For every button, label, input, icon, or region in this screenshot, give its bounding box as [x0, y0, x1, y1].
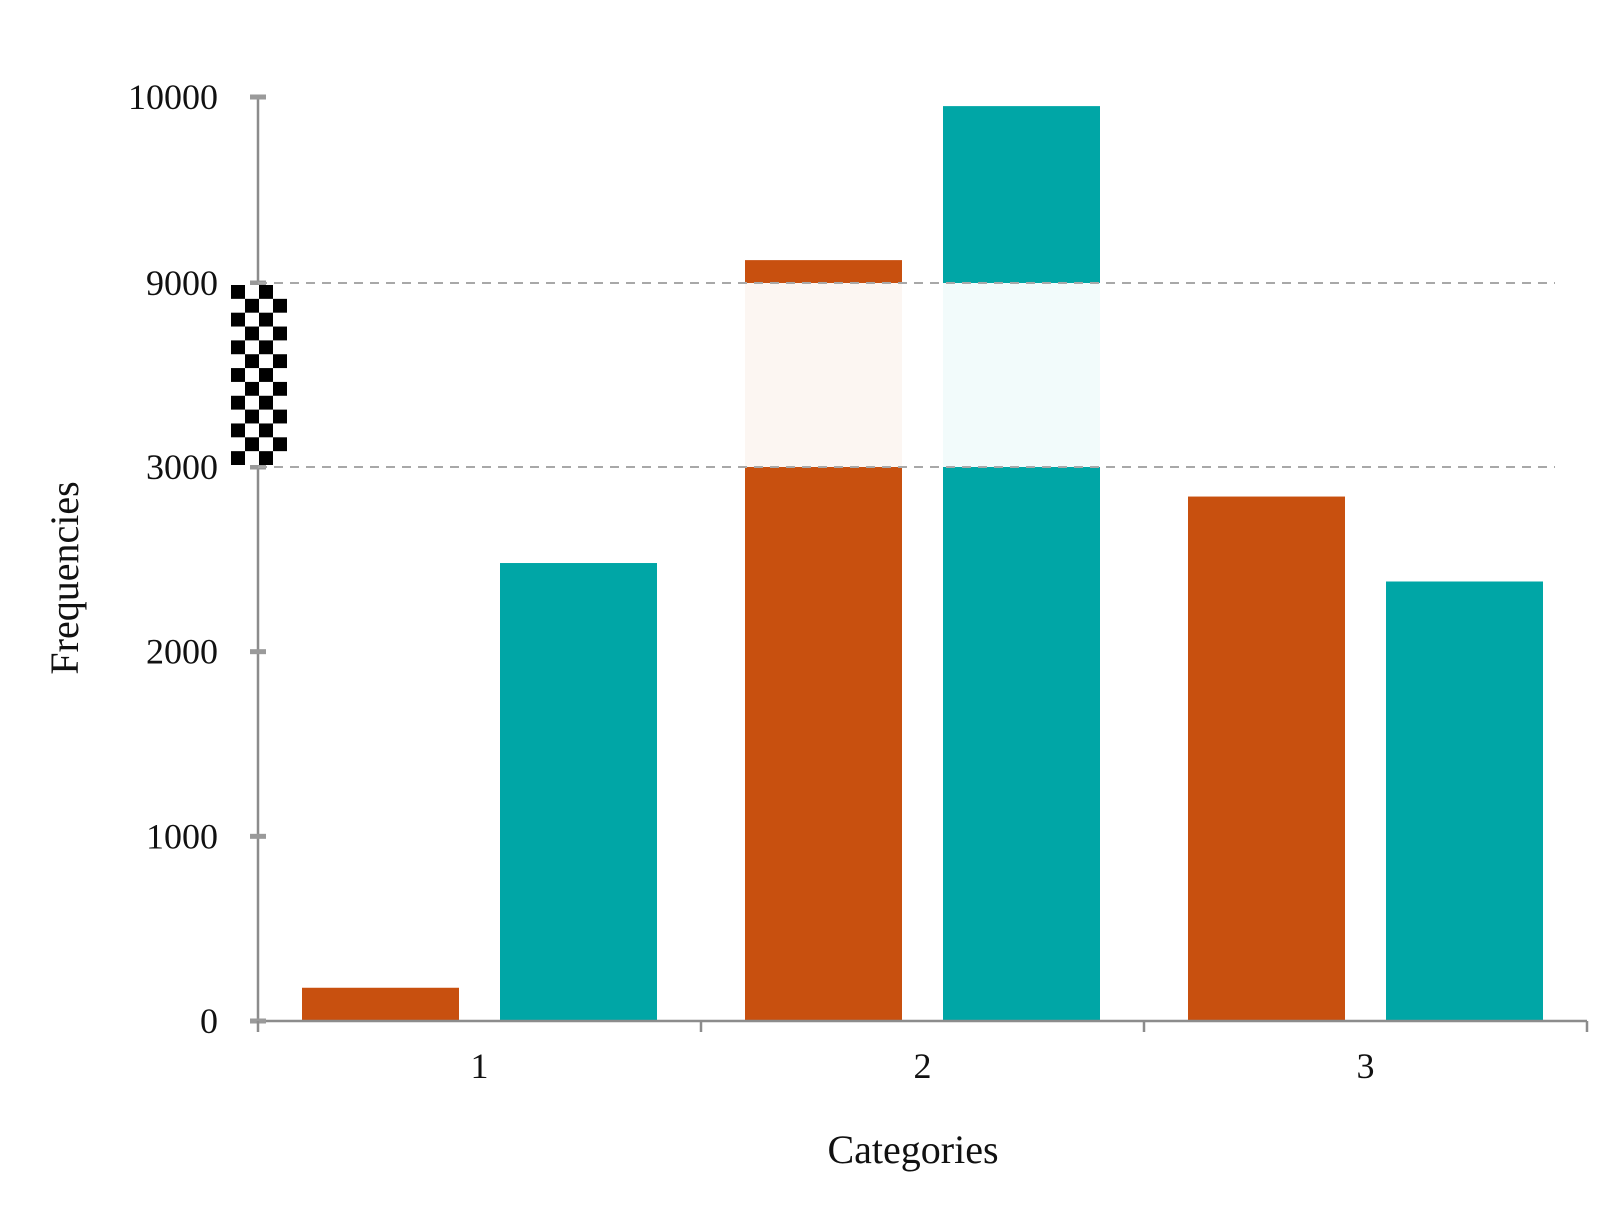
break-marker-square [231, 368, 245, 382]
break-marker-square [259, 395, 273, 410]
x-axis-ticks: 1 2 3 [256, 1021, 1589, 1086]
break-overlay [745, 283, 1100, 467]
break-marker-square [245, 409, 259, 424]
y-axis-ticks: 0 1000 2000 3000 9000 10000 [128, 77, 266, 1041]
break-marker-square [273, 381, 287, 396]
y-tick-label-3000: 3000 [146, 447, 218, 487]
bar-cat2-series2 [943, 106, 1100, 1021]
break-marker-square [231, 285, 245, 299]
axis-break-marker [231, 285, 287, 465]
break-marker-square [245, 326, 259, 341]
break-marker-square [231, 312, 245, 327]
break-marker-square [259, 312, 273, 327]
bar-cat1-series1 [302, 987, 459, 1021]
y-axis-title: Frequencies [42, 481, 87, 674]
bar-cat1-series2 [500, 563, 657, 1021]
break-marker-square [259, 368, 273, 382]
x-tick-label-2: 2 [914, 1046, 932, 1086]
break-marker-square [245, 354, 259, 369]
x-axis-title: Categories [827, 1127, 998, 1172]
break-marker-square [259, 340, 273, 355]
break-marker-square [273, 409, 287, 424]
break-marker-square [259, 423, 273, 438]
bars [302, 106, 1543, 1022]
break-overlay-cat2-series1 [745, 283, 902, 467]
break-marker-square [259, 285, 273, 299]
y-tick-label-2000: 2000 [146, 632, 218, 672]
y-tick-label-9000: 9000 [146, 263, 218, 303]
break-marker-square [245, 437, 259, 452]
break-marker-square [231, 340, 245, 355]
break-marker-square [259, 451, 273, 465]
axes [250, 97, 1587, 1023]
break-marker-square [273, 354, 287, 369]
x-tick-label-1: 1 [471, 1046, 489, 1086]
y-tick-label-0: 0 [200, 1001, 218, 1041]
break-marker-square [273, 437, 287, 452]
break-marker-square [245, 381, 259, 396]
y-tick-label-10000: 10000 [128, 77, 218, 117]
y-tick-label-1000: 1000 [146, 816, 218, 856]
break-marker-square [273, 298, 287, 313]
bar-cat3-series1 [1188, 496, 1345, 1022]
break-marker-square [231, 395, 245, 410]
break-overlay-cat2-series2 [943, 283, 1100, 467]
bar-cat3-series2 [1386, 581, 1543, 1021]
break-marker-square [231, 423, 245, 438]
break-marker-square [231, 451, 245, 465]
break-marker-square [273, 326, 287, 341]
break-marker-square [245, 298, 259, 313]
x-tick-label-3: 3 [1357, 1046, 1375, 1086]
